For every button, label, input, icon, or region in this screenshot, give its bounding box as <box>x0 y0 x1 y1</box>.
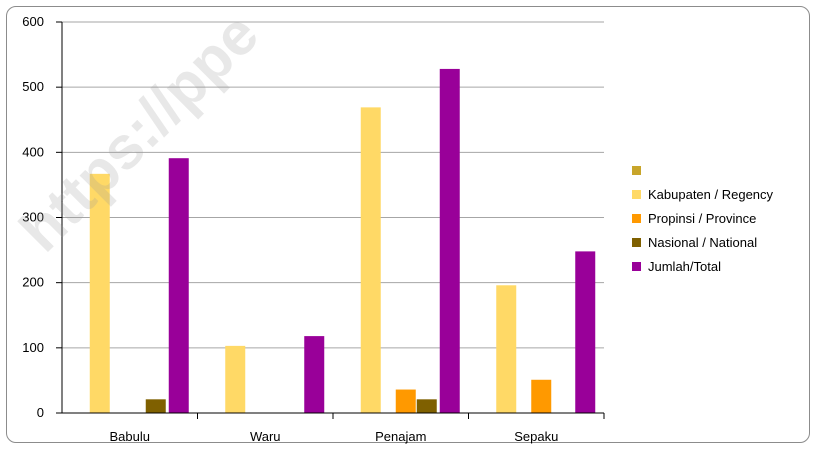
y-tick-label: 0 <box>37 405 44 420</box>
bar-nasional-national-penajam <box>416 399 437 413</box>
x-tick-label: Sepaku <box>514 429 558 444</box>
x-tick-label: Waru <box>250 429 281 444</box>
legend-swatch <box>632 190 641 199</box>
bars <box>89 68 596 414</box>
legend-swatch <box>632 214 641 223</box>
legend-swatch <box>632 262 641 271</box>
y-tick-label: 200 <box>22 275 44 290</box>
chart-frame <box>6 6 810 443</box>
y-tick-label: 500 <box>22 79 44 94</box>
watermark: https://ppe <box>7 0 271 264</box>
legend-label: Kabupaten / Regency <box>648 187 774 202</box>
y-tick-label: 400 <box>22 144 44 159</box>
legend-label: Jumlah/Total <box>648 259 721 274</box>
bar-jumlah-total-waru <box>304 336 325 413</box>
bar-kabupaten-regency-waru <box>225 345 246 413</box>
bar-propinsi-province-penajam <box>395 389 416 413</box>
y-tick-label: 300 <box>22 210 44 225</box>
x-tick-labels: Babulu Waru Penajam Sepaku <box>110 429 559 444</box>
bar-jumlah-total-penajam <box>439 68 460 414</box>
x-tick-label: Penajam <box>375 429 426 444</box>
y-tick-labels: 0 100 200 300 400 500 600 <box>22 14 44 420</box>
bar-jumlah-total-sepaku <box>575 251 596 413</box>
legend-swatch <box>632 166 641 175</box>
bar-kabupaten-regency-sepaku <box>496 285 517 413</box>
y-tick-label: 600 <box>22 14 44 29</box>
y-tick-label: 100 <box>22 340 44 355</box>
bar-kabupaten-regency-penajam <box>360 107 381 413</box>
x-tick-label: Babulu <box>110 429 150 444</box>
bar-nasional-national-babulu <box>145 399 166 413</box>
axes <box>56 21 605 419</box>
bar-jumlah-total-babulu <box>168 158 189 413</box>
legend-label: Nasional / National <box>648 235 757 250</box>
legend-label: Propinsi / Province <box>648 211 756 226</box>
legend-swatch <box>632 238 641 247</box>
legend: Kabupaten / Regency Propinsi / Province Na… <box>632 166 774 274</box>
bar-propinsi-province-sepaku <box>531 379 552 413</box>
bar-kabupaten-regency-babulu <box>89 173 110 413</box>
gridlines <box>62 21 604 349</box>
